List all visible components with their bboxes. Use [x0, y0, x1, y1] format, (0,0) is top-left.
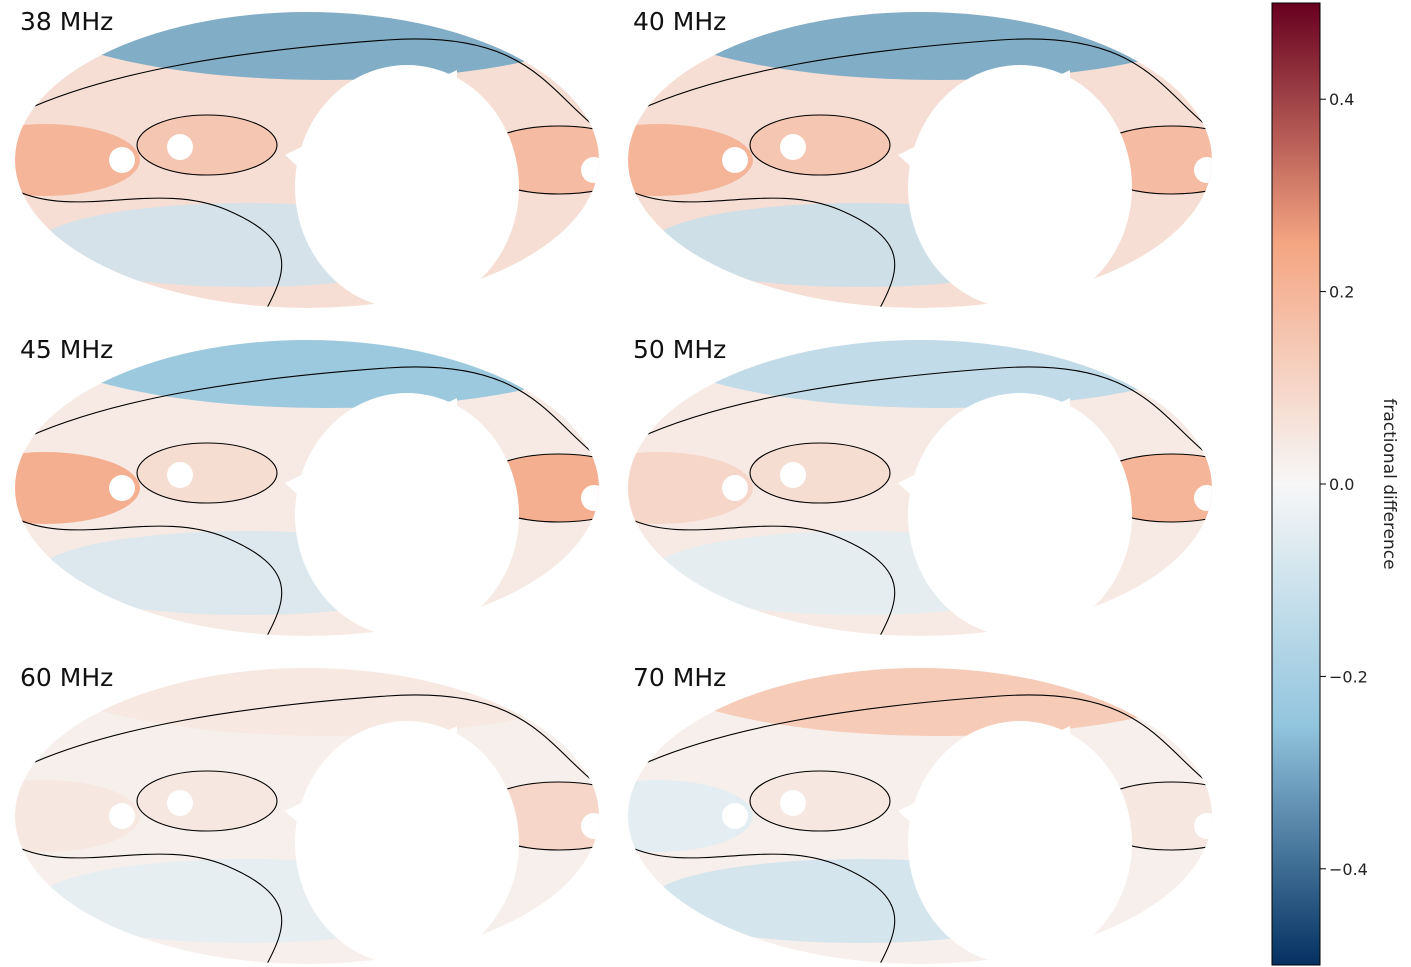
masked-source: [722, 803, 748, 829]
colorbar-tick-label: 0.4: [1329, 90, 1354, 109]
contour-line: [749, 442, 891, 504]
sky-map-panel: 40 MHz: [628, 7, 1212, 308]
panel-label: 50 MHz: [633, 335, 726, 364]
colorbar-gradient: [1271, 2, 1321, 966]
masked-source: [167, 462, 193, 488]
contour-line: [136, 770, 278, 832]
band-left-region: [628, 780, 753, 852]
sky-map-fill: [15, 340, 599, 636]
contour-line: [15, 845, 283, 964]
masked-source: [109, 803, 135, 829]
colorbar-label: fractional difference: [1379, 398, 1399, 569]
masked-region: [898, 70, 1070, 308]
contour-line: [15, 694, 599, 787]
masked-source: [1194, 157, 1212, 183]
north-cap-region: [633, 12, 1212, 80]
band-center-region: [137, 771, 277, 831]
band-left-region: [15, 452, 140, 524]
band-left-region: [628, 452, 753, 524]
contour-line: [136, 442, 278, 504]
north-cap-region: [20, 12, 599, 80]
sky-map-panel: 60 MHz: [15, 663, 599, 964]
colorbar-tick-label: −0.4: [1329, 860, 1368, 879]
contour-line: [15, 38, 599, 131]
masked-region: [898, 398, 1070, 636]
panel-label: 38 MHz: [20, 7, 113, 36]
masked-source: [581, 813, 599, 839]
contour-line: [628, 366, 1212, 459]
sky-map-fill: [15, 12, 599, 308]
panel-label: 40 MHz: [633, 7, 726, 36]
contour-line: [749, 770, 891, 832]
masked-source: [780, 790, 806, 816]
masked-source: [581, 157, 599, 183]
contour-line: [15, 366, 599, 459]
contour-line: [749, 114, 891, 176]
colorbar-tick-label: −0.2: [1329, 667, 1368, 686]
panel-label: 60 MHz: [20, 663, 113, 692]
masked-source: [1194, 813, 1212, 839]
colorbar-tick-label: 0.2: [1329, 283, 1354, 302]
sky-map-panel: 38 MHz: [15, 7, 599, 308]
masked-source: [722, 475, 748, 501]
colorbar: 0.4 0.2 0.0 −0.2 −0.4 fractional difference: [1271, 2, 1399, 966]
masked-region: [898, 726, 1070, 964]
sky-map-fill: [628, 12, 1212, 308]
sky-map-panel: 45 MHz: [15, 335, 599, 636]
band-left-region: [15, 124, 140, 196]
contour-line: [628, 517, 896, 636]
band-left-region: [628, 124, 753, 196]
colorbar-tick-label: 0.0: [1329, 475, 1354, 494]
band-left-region: [15, 780, 140, 852]
masked-source: [780, 462, 806, 488]
masked-source: [167, 790, 193, 816]
contour-line: [136, 114, 278, 176]
masked-source: [780, 134, 806, 160]
masked-source: [722, 147, 748, 173]
sky-map-fill: [15, 668, 599, 964]
contour-line: [15, 189, 283, 308]
contour-line: [628, 694, 1212, 787]
contour-line: [628, 189, 896, 308]
panel-label: 45 MHz: [20, 335, 113, 364]
north-cap-region: [633, 668, 1212, 736]
contour-line: [628, 845, 896, 964]
north-cap-region: [20, 668, 599, 736]
masked-region: [285, 726, 457, 964]
sky-map-fill: [628, 340, 1212, 636]
masked-source: [109, 475, 135, 501]
sky-map-panel: 70 MHz: [628, 663, 1212, 964]
contour-line: [15, 517, 283, 636]
contour-line: [628, 38, 1212, 131]
band-center-region: [137, 443, 277, 503]
band-center-region: [750, 771, 890, 831]
masked-source: [167, 134, 193, 160]
masked-source: [1194, 485, 1212, 511]
sky-map-fill: [628, 668, 1212, 964]
panel-label: 70 MHz: [633, 663, 726, 692]
masked-source: [581, 485, 599, 511]
north-cap-region: [20, 340, 599, 408]
masked-region: [285, 398, 457, 636]
north-cap-region: [633, 340, 1212, 408]
colorbar-ticks: 0.4 0.2 0.0 −0.2 −0.4: [1320, 90, 1368, 879]
band-center-region: [137, 115, 277, 175]
band-center-region: [750, 443, 890, 503]
sky-map-panel: 50 MHz: [628, 335, 1212, 636]
map-panels: 38 MHz 40 MHz 45 MHz 50 MHz 60 MHz 70 MHz: [15, 7, 1212, 964]
band-center-region: [750, 115, 890, 175]
masked-source: [109, 147, 135, 173]
masked-region: [285, 70, 457, 308]
